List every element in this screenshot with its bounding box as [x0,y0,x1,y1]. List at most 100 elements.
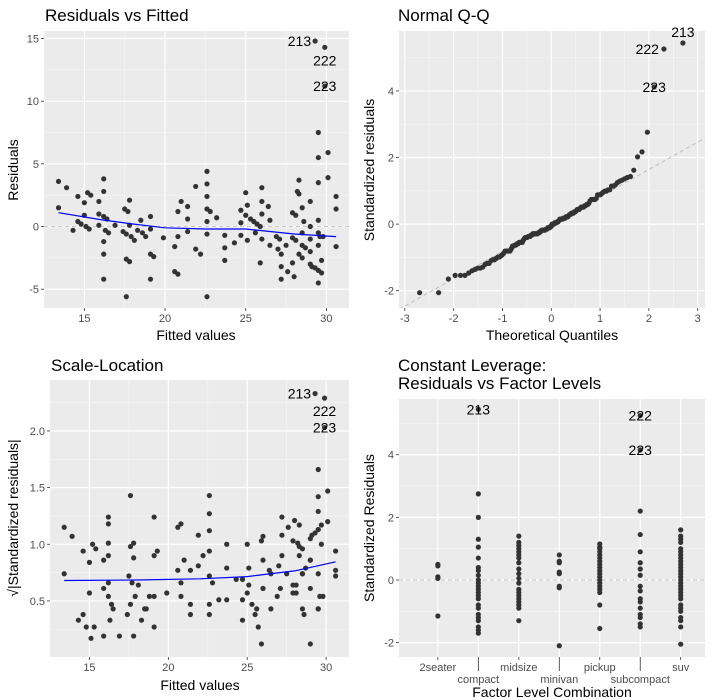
data-point [516,566,522,572]
data-point [181,557,187,563]
data-point [315,154,321,161]
data-point [178,580,184,586]
data-point [193,183,199,190]
y-tick-label: 0 [388,575,394,587]
data-point [259,236,265,242]
data-point [185,216,191,222]
data-point [637,560,643,566]
data-point [315,180,321,186]
data-point [175,233,181,240]
data-point [206,573,212,579]
data-point [315,217,321,223]
data-point [88,192,94,198]
y-tick-label: 1.5 [30,483,45,495]
data-point [259,185,265,191]
data-point [252,611,258,618]
data-point [516,560,522,566]
data-point [661,46,667,52]
data-point [268,606,274,612]
data-point [134,227,141,233]
observation-label: 222 [636,41,660,57]
data-point [307,585,313,592]
data-point [290,538,296,544]
data-point [475,605,481,611]
data-point [80,548,86,554]
data-point [435,563,441,569]
data-point [200,553,206,559]
data-point [187,611,194,618]
data-point [61,571,67,577]
data-point [475,572,481,578]
data-point [222,232,228,238]
data-point [255,624,261,630]
data-point [204,168,210,174]
data-point [296,191,302,197]
data-point [216,597,222,603]
data-point [238,207,244,213]
x-tick-label: 25 [240,313,252,325]
data-point [204,294,210,300]
residuals-vs-fitted-x-axis-title: Fitted values [156,327,235,343]
data-point [244,541,250,547]
data-point [131,540,137,546]
observation-label: 222 [629,408,653,424]
data-point [260,557,266,563]
data-point [175,524,181,530]
data-point [83,624,89,630]
data-point [299,571,306,577]
x-tick-label: 20 [159,313,171,325]
data-point [61,524,67,530]
data-point [254,606,260,612]
data-point [301,218,307,225]
data-point [320,233,326,240]
data-point [475,536,481,542]
residuals-vs-fitted-title: Residuals vs Fitted [45,6,189,25]
data-point [238,220,244,226]
data-point [285,524,291,530]
data-point [124,611,130,618]
data-point [147,226,154,232]
residuals-vs-fitted-plot-background [44,31,349,308]
residuals-vs-fitted-y-axis-title: Residuals [5,139,21,200]
x-tick-label: pickup [584,662,616,674]
x-tick-label: 20 [162,662,174,674]
data-point [637,566,643,572]
data-point [307,236,313,242]
normal-qq-observation-labels: 213 222 223 [636,24,695,95]
data-point [275,246,281,252]
x-tick-label: 0 [548,313,554,325]
data-point [333,193,339,200]
data-point [307,223,313,230]
data-point [315,508,321,515]
x-tick-label: suv [672,662,690,674]
data-point [243,212,249,218]
observation-label: 223 [643,79,667,95]
observation-label: 223 [313,78,337,94]
data-point [321,424,328,431]
data-point [185,228,191,235]
y-tick-label: 2 [388,512,394,524]
residuals-vs-fitted-marks [44,38,349,300]
data-point [293,590,299,596]
data-point [244,237,250,243]
data-point [151,593,157,599]
data-point [105,580,111,586]
data-point [644,129,650,135]
data-point [315,466,321,473]
data-point [123,294,129,300]
data-point [556,560,562,566]
data-point [631,167,637,173]
data-point [222,257,228,263]
data-point [291,517,298,524]
data-point [475,544,481,550]
constant-leverage-marks [399,406,705,649]
data-point [637,447,643,453]
data-point [637,599,643,605]
data-point [475,491,481,497]
data-point [680,40,686,46]
data-point [333,243,339,250]
data-point [131,237,137,243]
data-point [214,215,220,221]
